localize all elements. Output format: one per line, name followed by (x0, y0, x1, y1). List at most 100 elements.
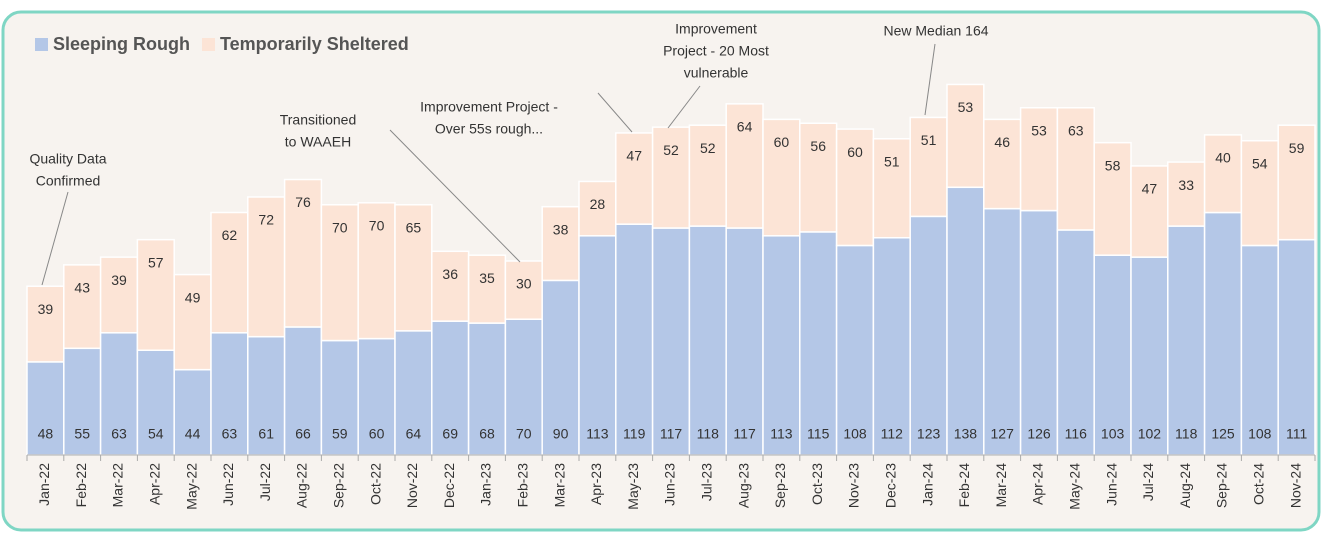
x-tick-label: May-22 (183, 463, 199, 510)
data-label: 127 (991, 426, 1015, 442)
x-tick-label: Dec-23 (883, 463, 899, 508)
data-label: 117 (733, 426, 756, 442)
x-tick-label: Dec-22 (441, 463, 457, 508)
bar-segment (578, 235, 617, 456)
x-tick-label: Oct-22 (367, 463, 383, 505)
bar-segment (1277, 238, 1316, 456)
data-label: 138 (954, 426, 978, 442)
data-label: 102 (1138, 426, 1162, 442)
data-label: 58 (1105, 157, 1121, 173)
data-label: 40 (1215, 150, 1231, 166)
bar-segment (799, 122, 838, 233)
bar-segment (504, 260, 543, 320)
x-tick-label: Jun-24 (1103, 463, 1119, 506)
data-label: 116 (1065, 426, 1088, 442)
bar-segment (651, 227, 691, 456)
data-label: 126 (1027, 426, 1051, 442)
annotation: Confirmed (36, 173, 101, 189)
bar-segment (173, 273, 212, 371)
bar-segment (247, 335, 286, 456)
annotation-leader (41, 191, 69, 286)
x-tick-label: Aug-23 (735, 463, 751, 508)
bar-segment (983, 207, 1022, 456)
data-label: 54 (148, 426, 164, 442)
bar-segment (909, 215, 948, 456)
data-label: 38 (553, 221, 569, 237)
x-tick-label: Aug-24 (1177, 463, 1193, 508)
x-tick-label: Apr-24 (1030, 463, 1046, 505)
data-label: 115 (807, 426, 830, 442)
bar-segment (1277, 124, 1316, 241)
legend-swatch (202, 38, 215, 51)
x-tick-label: Jan-24 (919, 463, 935, 506)
data-label: 108 (1248, 426, 1272, 442)
data-label: 103 (1101, 426, 1125, 442)
x-tick-label: Apr-22 (147, 463, 163, 505)
data-label: 70 (369, 218, 385, 234)
data-label: 48 (38, 426, 54, 442)
data-label: 28 (590, 196, 606, 212)
annotation: Project - 20 Most (663, 43, 769, 59)
data-label: 46 (994, 134, 1010, 150)
x-tick-label: Sep-23 (772, 463, 788, 508)
x-tick-label: Jun-22 (220, 463, 236, 506)
bar-segment (467, 254, 507, 324)
data-label: 70 (332, 219, 348, 235)
data-label: 52 (700, 140, 716, 156)
bar-segment (247, 196, 286, 338)
data-label: 59 (1289, 140, 1305, 156)
data-label: 53 (958, 99, 974, 115)
bar-segment (615, 132, 654, 225)
annotation: Quality Data (29, 151, 106, 167)
data-label: 35 (479, 270, 495, 286)
x-tick-label: Nov-23 (846, 463, 862, 508)
data-label: 65 (406, 219, 422, 235)
data-label: 47 (626, 148, 642, 164)
bar-segment (1056, 229, 1095, 456)
bar-segment (394, 330, 433, 456)
data-label: 60 (369, 426, 385, 442)
bar-segment (1203, 134, 1243, 214)
data-label: 62 (222, 227, 238, 243)
legend-swatch (35, 38, 48, 51)
annotation: Transitioned (280, 112, 357, 128)
x-tick-label: Jan-22 (36, 463, 52, 506)
annotation: New Median 164 (883, 23, 988, 39)
data-label: 123 (917, 426, 941, 442)
x-tick-label: Mar-23 (551, 463, 567, 508)
data-label: 51 (921, 132, 937, 148)
data-label: 59 (332, 426, 348, 442)
bar-segment (320, 339, 359, 456)
data-label: 125 (1211, 426, 1235, 442)
data-label: 53 (1031, 122, 1047, 138)
bar-segment (946, 83, 985, 189)
data-label: 60 (847, 144, 863, 160)
bar-segment (872, 236, 911, 456)
x-tick-label: Aug-22 (294, 463, 310, 508)
annotation-leader (667, 85, 701, 129)
x-tick-label: Nov-22 (404, 463, 420, 508)
x-tick-label: May-24 (1067, 463, 1083, 510)
annotation: vulnerable (684, 65, 749, 81)
data-label: 43 (74, 280, 90, 296)
data-label: 33 (1178, 177, 1194, 193)
data-label: 44 (185, 426, 201, 442)
bar-segment (26, 285, 65, 363)
data-label: 72 (258, 212, 274, 228)
data-label: 52 (663, 142, 679, 158)
annotation-leader (389, 129, 521, 263)
bar-segment (1167, 225, 1206, 456)
data-label: 68 (479, 426, 495, 442)
x-tick-label: Sep-22 (331, 463, 347, 508)
data-label: 112 (881, 426, 904, 442)
x-tick-label: May-23 (625, 463, 641, 510)
data-label: 47 (1142, 181, 1158, 197)
x-tick-label: Jan-23 (478, 463, 494, 506)
data-label: 36 (442, 266, 458, 282)
bar-segment (1240, 139, 1279, 247)
data-label: 113 (770, 426, 793, 442)
x-tick-label: Feb-23 (515, 463, 531, 508)
x-tick-label: Feb-22 (73, 463, 89, 508)
bar-segment (688, 124, 727, 227)
